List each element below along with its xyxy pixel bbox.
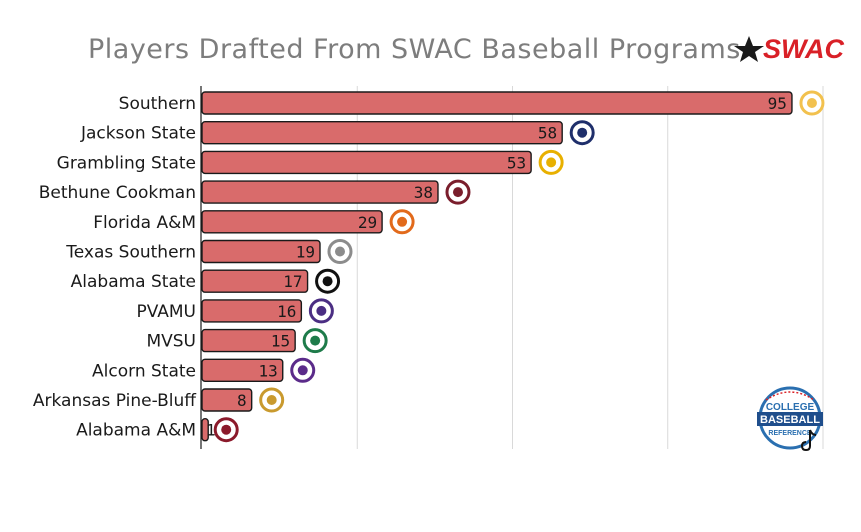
- southern-su-logo-icon: [799, 90, 825, 116]
- grambling-g-logo-icon: [538, 149, 564, 175]
- category-label: Grambling State: [57, 153, 196, 173]
- category-label: Alcorn State: [92, 361, 196, 381]
- watermark-line1: COLLEGE: [766, 402, 815, 413]
- team-logos: [213, 90, 825, 443]
- alcorn-state-logo-icon: [290, 357, 316, 383]
- value-label: 29: [358, 213, 377, 232]
- texas-southern-logo-icon: [327, 239, 353, 264]
- category-label: MVSU: [146, 332, 196, 352]
- bar: [201, 210, 383, 234]
- value-label: 53: [507, 153, 526, 172]
- chart-title: Players Drafted From SWAC Baseball Progr…: [88, 34, 741, 65]
- watermark-line2: BASEBALL: [760, 414, 820, 426]
- bar: [201, 358, 284, 382]
- category-label: Jackson State: [80, 124, 196, 144]
- value-label: 15: [271, 332, 290, 351]
- bar: [201, 299, 303, 323]
- value-labels: 95 58 53 38 29 19 17 16 15 13 8 1: [206, 94, 787, 440]
- swac-logo-text: SWAC: [763, 34, 845, 64]
- alabama-am-logo-icon: [213, 417, 239, 443]
- category-label: Florida A&M: [93, 213, 196, 233]
- category-label: Southern: [119, 94, 196, 114]
- category-labels: Southern Jackson State Grambling State Beth…: [33, 94, 197, 441]
- value-label: 1: [206, 421, 216, 440]
- category-label: Alabama A&M: [76, 421, 196, 441]
- category-label: Bethune Cookman: [39, 183, 196, 203]
- value-label: 8: [237, 391, 247, 410]
- bar: [201, 91, 793, 115]
- swac-logo-icon: SWAC: [734, 34, 845, 64]
- value-label: 17: [283, 272, 302, 291]
- bar: [201, 269, 309, 293]
- value-label: 38: [414, 183, 433, 202]
- pvamu-panther-logo-icon: [308, 298, 334, 324]
- watermark-line3: REFERENCE: [768, 430, 812, 437]
- college-baseball-reference-logo-icon: COLLEGE BASEBALL REFERENCE: [757, 386, 823, 452]
- bar: [201, 180, 439, 204]
- bar: [201, 388, 253, 412]
- alabama-state-asu-logo-icon: [315, 268, 341, 294]
- florida-am-rattler-logo-icon: [389, 209, 415, 235]
- bar: [201, 328, 296, 353]
- bar: [201, 150, 532, 175]
- bar: [201, 239, 321, 264]
- value-label: 16: [277, 302, 296, 321]
- bars: [201, 91, 793, 442]
- value-label: 19: [296, 243, 315, 262]
- bar: [201, 120, 563, 145]
- gridlines: [356, 86, 824, 449]
- category-label: Texas Southern: [65, 243, 196, 263]
- category-label: Arkansas Pine-Bluff: [33, 391, 197, 411]
- category-label: Alabama State: [71, 272, 196, 292]
- mvsu-logo-icon: [302, 328, 328, 354]
- bethune-cookman-logo-icon: [445, 179, 471, 205]
- category-label: PVAMU: [136, 302, 196, 322]
- arkansas-pine-bluff-lion-logo-icon: [259, 387, 285, 413]
- bar: [201, 418, 209, 442]
- jackson-state-jsu-logo-icon: [569, 120, 595, 146]
- value-label: 95: [768, 94, 787, 113]
- value-label: 58: [538, 124, 557, 143]
- value-label: 13: [258, 361, 277, 380]
